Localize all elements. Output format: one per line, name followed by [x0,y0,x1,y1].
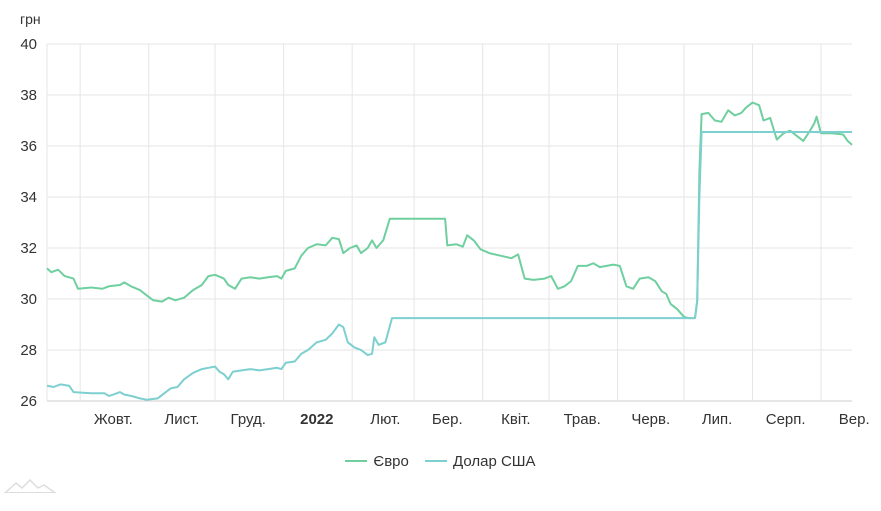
y-tick-label: 40 [20,36,37,53]
legend-item-euro[interactable]: Євро [345,452,409,470]
y-tick-label: 36 [20,138,37,155]
legend-item-usd[interactable]: Долар США [425,453,536,470]
x-tick-label: Квіт. [501,411,530,428]
y-tick-label: 38 [20,87,37,104]
legend-swatch-euro [345,460,368,462]
y-tick-label: 32 [20,240,37,257]
y-tick-label: 34 [20,189,37,206]
x-tick-label: Жовт. [94,411,133,428]
legend: Євро Долар США [0,449,881,470]
grid-lines [46,43,852,402]
series-line-euro [46,101,853,320]
series-line-usd [46,131,852,401]
y-axis-ticks: 26 28 30 32 34 36 38 40 [20,36,37,410]
mountain-logo-icon [4,478,56,493]
y-unit-label: грн [20,11,41,27]
y-tick-label: 28 [20,342,37,359]
x-tick-label: Трав. [564,411,601,428]
y-tick-label: 26 [20,393,37,410]
series-lines [46,101,853,401]
x-axis-ticks: Жовт. Лист. Груд. 2022 Лют. Бер. Квіт. Трав. Чер… [94,411,870,428]
x-tick-label: Лип. [702,411,733,428]
x-tick-label: Серп. [766,411,806,428]
x-tick-label: Груд. [231,411,266,428]
legend-label-euro: Євро [373,452,409,470]
x-tick-label: Вер. [839,411,870,428]
x-tick-label: Бер. [432,411,463,428]
x-tick-label: Лист. [164,411,199,428]
legend-swatch-usd [425,460,448,462]
x-tick-label: Черв. [631,411,670,428]
x-tick-label: 2022 [300,411,333,428]
x-tick-label: Лют. [370,411,400,428]
legend-label-usd: Долар США [453,452,536,470]
y-tick-label: 30 [20,291,37,308]
